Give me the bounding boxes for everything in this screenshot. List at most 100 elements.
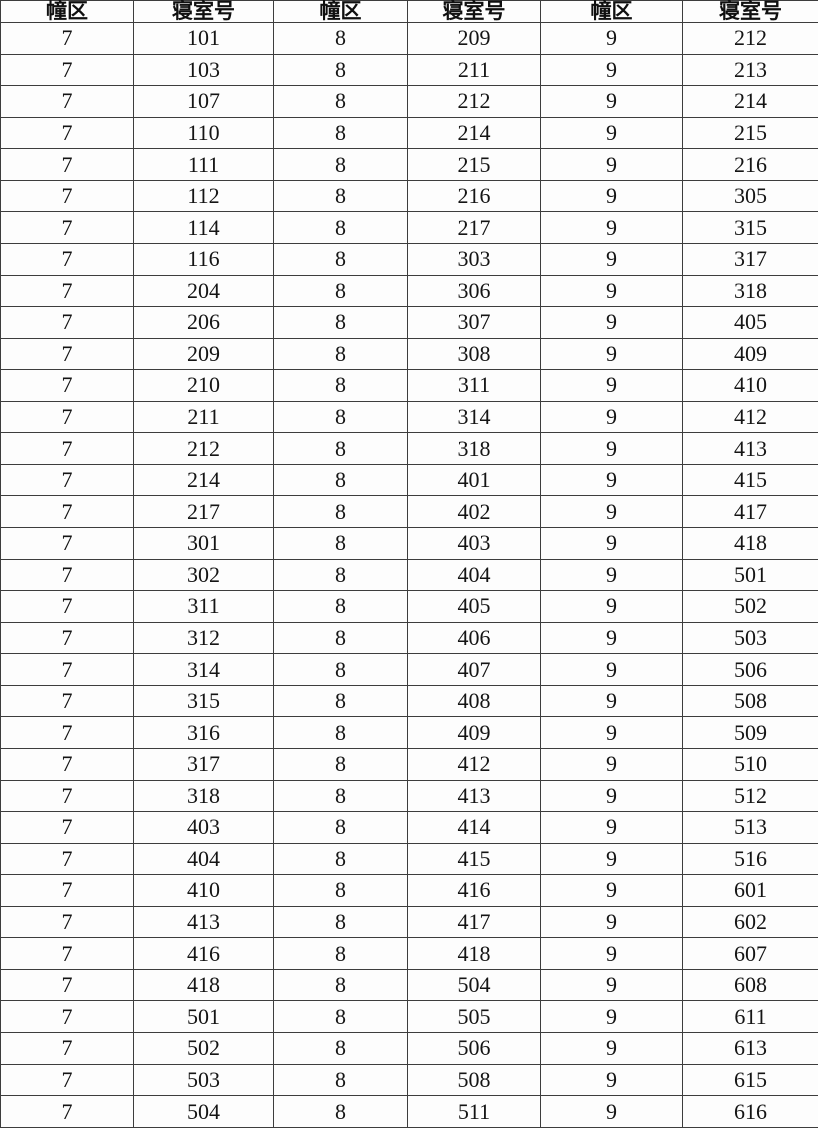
table-row: 7 413 8 417 9 602 (0, 905, 818, 939)
room-number-cell: 506 (407, 1032, 541, 1065)
building-zone-cell: 7 (0, 179, 134, 213)
building-zone-cell: 7 (0, 495, 134, 528)
table-row: 7 103 8 211 9 213 (0, 53, 818, 87)
building-zone-cell: 8 (273, 22, 408, 55)
building-zone-cell: 9 (540, 85, 683, 118)
table-row: 7 214 8 401 9 415 (0, 463, 818, 497)
table-row: 7 112 8 216 9 305 (0, 179, 818, 213)
room-number-cell: 315 (133, 684, 274, 718)
table-row: 7 314 8 407 9 506 (0, 653, 818, 686)
building-zone-cell: 9 (540, 53, 683, 87)
building-zone-cell: 8 (273, 779, 408, 813)
building-zone-cell: 8 (273, 148, 408, 181)
building-zone-cell: 7 (0, 527, 134, 560)
building-zone-cell: 9 (540, 590, 683, 623)
building-zone-cell: 9 (540, 621, 683, 655)
room-number-cell: 413 (133, 905, 274, 939)
building-zone-cell: 7 (0, 53, 134, 87)
building-zone-cell: 7 (0, 1000, 134, 1033)
room-number-cell: 407 (407, 653, 541, 686)
room-number-cell: 415 (682, 463, 818, 497)
building-zone-cell: 7 (0, 621, 134, 655)
building-zone-cell: 8 (273, 1000, 408, 1033)
building-zone-cell: 9 (540, 558, 683, 592)
room-number-cell: 502 (682, 590, 818, 623)
building-zone-cell: 8 (273, 495, 408, 528)
building-zone-cell: 9 (540, 937, 683, 970)
room-number-cell: 206 (133, 306, 274, 339)
building-zone-cell: 9 (540, 179, 683, 213)
room-number-cell: 509 (682, 716, 818, 749)
room-number-cell: 318 (682, 274, 818, 308)
building-zone-cell: 7 (0, 242, 134, 276)
building-zone-cell: 8 (273, 811, 408, 844)
room-number-cell: 412 (682, 400, 818, 434)
room-number-cell: 412 (407, 747, 541, 781)
room-number-cell: 214 (133, 463, 274, 497)
building-zone-header: 幢区 (540, 0, 683, 23)
room-number-cell: 516 (682, 842, 818, 876)
room-number-cell: 413 (407, 779, 541, 813)
table-row: 7 404 8 415 9 516 (0, 842, 818, 876)
building-zone-cell: 9 (540, 211, 683, 244)
building-zone-cell: 7 (0, 85, 134, 118)
building-zone-cell: 8 (273, 179, 408, 213)
building-zone-cell: 9 (540, 874, 683, 907)
building-zone-cell: 9 (540, 1063, 683, 1097)
room-number-cell: 209 (407, 22, 541, 55)
room-number-cell: 216 (682, 148, 818, 181)
building-zone-cell: 8 (273, 653, 408, 686)
room-number-cell: 402 (407, 495, 541, 528)
building-zone-cell: 9 (540, 495, 683, 528)
building-zone-cell: 9 (540, 684, 683, 718)
building-zone-cell: 9 (540, 1095, 683, 1128)
building-zone-cell: 7 (0, 968, 134, 1002)
room-number-cell: 413 (682, 432, 818, 465)
building-zone-cell: 9 (540, 274, 683, 308)
building-zone-cell: 8 (273, 1063, 408, 1097)
room-number-cell: 502 (133, 1032, 274, 1065)
building-zone-cell: 8 (273, 53, 408, 87)
table-row: 7 318 8 413 9 512 (0, 779, 818, 813)
table-row: 7 501 8 505 9 611 (0, 1000, 818, 1033)
building-zone-cell: 8 (273, 337, 408, 371)
building-zone-cell: 7 (0, 306, 134, 339)
building-zone-cell: 9 (540, 1000, 683, 1033)
building-zone-cell: 7 (0, 811, 134, 844)
table-row: 7 503 8 508 9 615 (0, 1063, 818, 1097)
room-number-cell: 404 (133, 842, 274, 876)
room-number-cell: 607 (682, 937, 818, 970)
room-number-cell: 107 (133, 85, 274, 118)
room-number-cell: 409 (682, 337, 818, 371)
room-number-cell: 204 (133, 274, 274, 308)
building-zone-cell: 7 (0, 369, 134, 402)
table-row: 7 504 8 511 9 616 (0, 1095, 818, 1128)
building-zone-cell: 9 (540, 653, 683, 686)
building-zone-cell: 7 (0, 1063, 134, 1097)
building-zone-cell: 8 (273, 306, 408, 339)
room-number-cell: 403 (407, 527, 541, 560)
room-number-cell: 214 (407, 116, 541, 150)
building-zone-cell: 8 (273, 590, 408, 623)
building-zone-cell: 9 (540, 842, 683, 876)
table-body: 7 101 8 209 9 212 7 103 8 211 9 213 7 107 8 212 9 214 7 110… (0, 22, 818, 1128)
room-number-cell: 111 (133, 148, 274, 181)
table-row: 7 416 8 418 9 607 (0, 937, 818, 970)
building-zone-cell: 7 (0, 400, 134, 434)
building-zone-cell: 8 (273, 684, 408, 718)
room-number-cell: 410 (682, 369, 818, 402)
building-zone-cell: 9 (540, 242, 683, 276)
room-number-cell: 506 (682, 653, 818, 686)
room-number-cell: 112 (133, 179, 274, 213)
room-number-cell: 217 (133, 495, 274, 528)
table-row: 7 302 8 404 9 501 (0, 558, 818, 592)
room-number-cell: 408 (407, 684, 541, 718)
building-zone-cell: 9 (540, 1032, 683, 1065)
room-number-header: 寝室号 (133, 0, 274, 23)
room-number-cell: 504 (133, 1095, 274, 1128)
room-number-cell: 501 (133, 1000, 274, 1033)
room-number-cell: 405 (407, 590, 541, 623)
building-zone-cell: 8 (273, 116, 408, 150)
building-zone-cell: 7 (0, 874, 134, 907)
room-number-cell: 415 (407, 842, 541, 876)
